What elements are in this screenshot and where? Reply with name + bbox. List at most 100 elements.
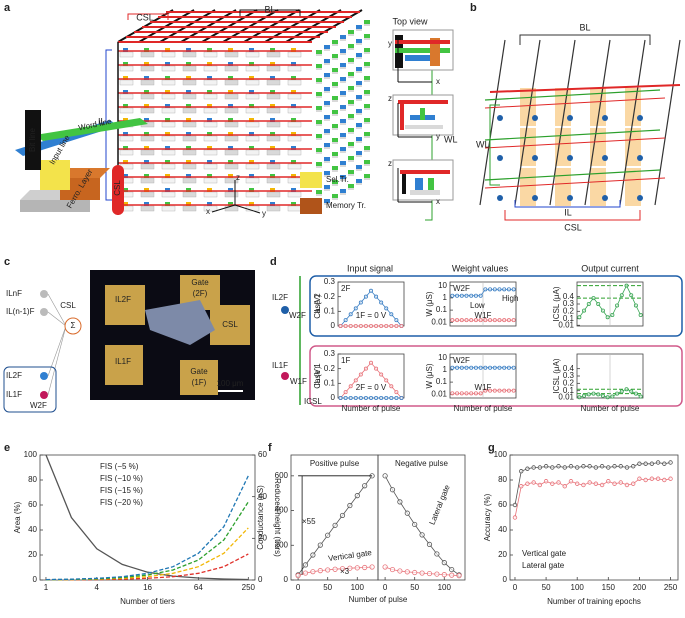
marker <box>615 303 620 308</box>
cell-layer <box>123 188 128 192</box>
cell <box>224 51 239 58</box>
annotation: Low <box>470 301 485 310</box>
cell-layer <box>228 202 233 206</box>
marker <box>404 569 410 575</box>
marker <box>347 502 353 509</box>
marker <box>537 482 543 488</box>
cell-layer <box>144 174 149 178</box>
cell-layer <box>144 160 149 164</box>
side-cell <box>324 59 330 63</box>
glow <box>625 168 641 206</box>
side-cell <box>364 122 370 124</box>
marker <box>600 393 605 398</box>
side-cell <box>364 94 370 96</box>
cell <box>266 65 281 72</box>
marker <box>473 293 478 298</box>
panel-letter: c <box>4 256 10 268</box>
bl-line <box>549 39 576 206</box>
marker <box>624 465 630 470</box>
marker <box>488 318 493 323</box>
marker <box>302 562 309 568</box>
marker <box>369 564 375 570</box>
bit-line <box>25 110 41 170</box>
label: IL(n-1)F <box>6 307 35 316</box>
cell-layer <box>291 160 296 164</box>
marker <box>473 318 478 323</box>
cell <box>287 163 302 170</box>
cell-layer <box>270 118 275 122</box>
marker <box>577 315 582 320</box>
annotation: High <box>502 294 518 303</box>
side-cell <box>340 179 346 181</box>
cell <box>140 205 155 212</box>
marker <box>637 461 642 466</box>
marker <box>332 566 338 572</box>
y-tick-label: 40 <box>498 525 507 534</box>
side-cell <box>364 38 370 40</box>
marker <box>374 395 379 400</box>
cell-layer <box>123 132 128 136</box>
x-tick-label: 0 <box>513 583 518 592</box>
side-cell <box>348 174 354 176</box>
marker <box>368 323 373 328</box>
side-cell <box>332 82 338 86</box>
arrow <box>298 475 373 575</box>
marker <box>464 365 469 370</box>
side-cell <box>348 48 354 50</box>
wl-line <box>484 89 661 101</box>
side-cell <box>324 133 330 135</box>
cell <box>245 135 260 142</box>
wl-line <box>484 129 661 141</box>
axis-arrow <box>211 204 236 213</box>
marker <box>488 287 493 292</box>
side-cell <box>316 194 322 196</box>
marker <box>382 564 388 570</box>
neuron <box>40 290 48 298</box>
marker <box>347 565 353 571</box>
glow <box>555 88 571 126</box>
y-tick-label: 0.2 <box>324 292 336 301</box>
cell <box>266 163 281 170</box>
cell-layer <box>249 202 254 206</box>
marker <box>525 466 530 471</box>
side-cell <box>356 137 362 141</box>
marker <box>638 394 643 399</box>
side-cell <box>316 92 322 96</box>
label: ILnF <box>6 289 22 298</box>
pad <box>105 345 143 385</box>
cell-layer <box>165 104 170 108</box>
side-cell <box>356 123 362 127</box>
y-tick-label: 0.3 <box>324 349 336 358</box>
cell-layer <box>249 118 254 122</box>
y-tick-label: 0.2 <box>563 378 575 387</box>
marker <box>379 323 384 328</box>
side-cell <box>364 52 370 54</box>
y-tick-label: 200 <box>275 540 289 549</box>
label: Case 1 <box>313 363 322 389</box>
label: Σ <box>71 321 76 330</box>
marker <box>394 323 399 328</box>
side-cell <box>316 190 322 194</box>
y-tick-label: 10 <box>438 353 447 362</box>
marker <box>629 389 634 394</box>
series-label: W2F <box>453 284 470 293</box>
y-tick-label: 1 <box>443 293 448 302</box>
side-cell <box>324 115 330 119</box>
cell-layer <box>228 48 233 52</box>
cell <box>203 135 218 142</box>
side-cell <box>340 175 346 179</box>
side-cell <box>340 105 346 109</box>
cell-layer <box>228 104 233 108</box>
y-axis-label: Accuracy (%) <box>483 493 492 541</box>
annotation: ×3 <box>340 567 350 576</box>
side-cell <box>340 119 346 123</box>
x-axis-label: Number of training epochs <box>547 597 641 606</box>
cell <box>119 149 134 156</box>
cell-layer <box>228 174 233 178</box>
marker <box>449 566 455 573</box>
cell-layer <box>291 146 296 150</box>
marker <box>624 283 629 288</box>
side-cell <box>364 132 370 136</box>
cell <box>245 93 260 100</box>
cell-layer <box>123 146 128 150</box>
